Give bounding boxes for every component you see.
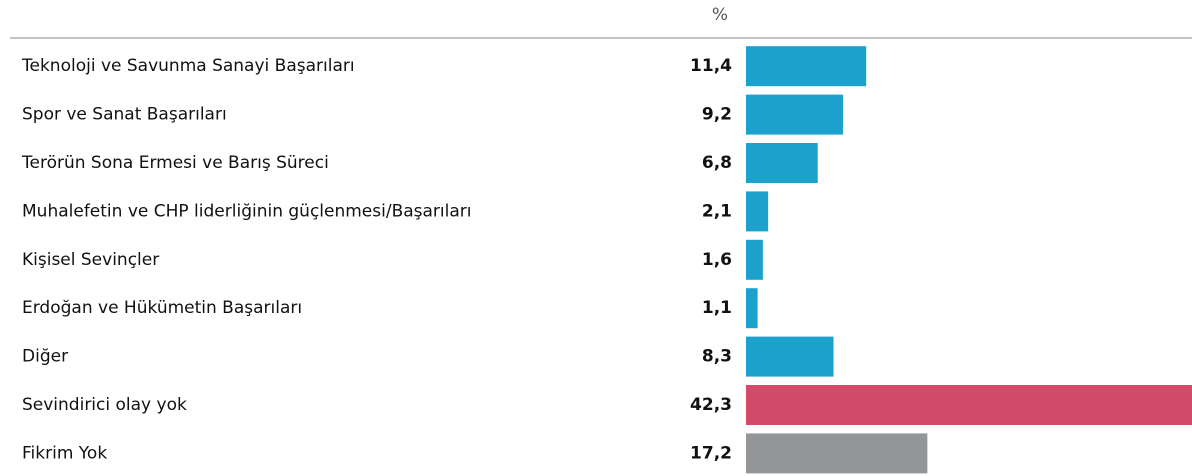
value-label: 8,3 xyxy=(702,347,732,367)
category-label: Sevindirici olay yok xyxy=(22,395,187,415)
unit-header: % xyxy=(712,5,728,25)
category-label: Kişisel Sevinçler xyxy=(22,250,159,270)
category-label: Diğer xyxy=(22,347,68,367)
bar xyxy=(746,191,769,232)
bar xyxy=(746,94,844,135)
value-label: 11,4 xyxy=(690,56,732,76)
value-label: 17,2 xyxy=(690,443,732,463)
bar xyxy=(746,288,758,329)
category-label: Teknoloji ve Savunma Sanayi Başarıları xyxy=(21,56,355,76)
bar xyxy=(746,336,834,377)
value-label: 42,3 xyxy=(690,395,732,415)
value-label: 9,2 xyxy=(702,105,732,125)
category-label: Terörün Sona Ermesi ve Barış Süreci xyxy=(21,153,329,173)
category-label: Muhalefetin ve CHP liderliğinin güçlenme… xyxy=(22,201,472,221)
category-label: Erdoğan ve Hükümetin Başarıları xyxy=(22,298,302,318)
value-label: 2,1 xyxy=(702,201,732,221)
bar xyxy=(746,385,1192,425)
bar xyxy=(746,239,763,280)
value-label: 1,6 xyxy=(702,250,732,270)
value-label: 1,1 xyxy=(702,298,732,318)
category-label: Fikrim Yok xyxy=(22,443,107,463)
bar xyxy=(746,46,867,87)
bar xyxy=(746,433,928,474)
value-label: 6,8 xyxy=(702,153,732,173)
bar xyxy=(746,143,818,183)
category-label: Spor ve Sanat Başarıları xyxy=(22,105,227,125)
